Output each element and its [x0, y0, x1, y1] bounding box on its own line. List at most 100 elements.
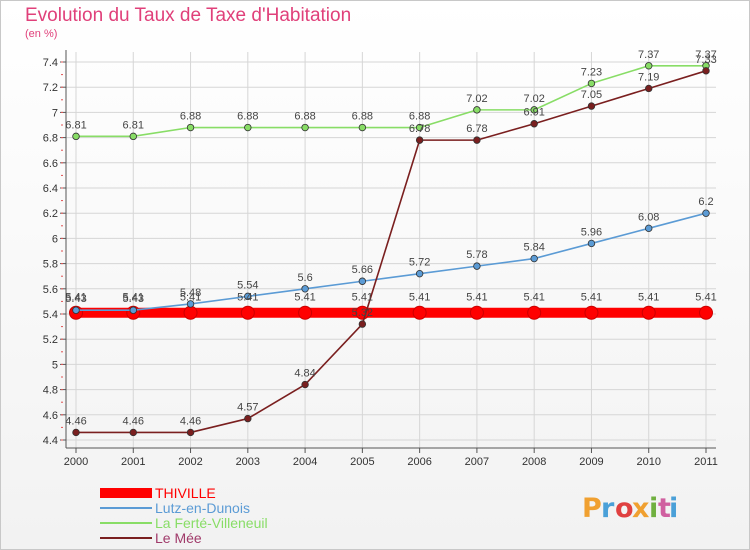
data-label-thiville: 5.41 [352, 292, 373, 304]
data-label-la-ferte-villeneuil: 7.02 [466, 93, 487, 105]
data-point-thiville [469, 305, 484, 320]
y-tick-label: 6.6 [43, 158, 58, 170]
data-label-lutz-en-dunois: 5.72 [409, 257, 430, 269]
chart-title: Evolution du Taux de Taxe d'Habitation [25, 5, 352, 26]
data-label-lutz-en-dunois: 5.6 [297, 272, 312, 284]
data-point-la-ferte-villeneuil [587, 79, 596, 88]
data-label-lutz-en-dunois: 5.54 [237, 279, 258, 291]
data-point-la-ferte-villeneuil [301, 123, 309, 132]
y-axis-unit: (en %) [25, 28, 58, 40]
data-label-lutz-en-dunois: 5.43 [65, 293, 86, 305]
data-label-le-mee: 5.32 [352, 307, 373, 319]
y-tick-label: 4.6 [43, 410, 58, 422]
brand-letter: o [615, 493, 634, 524]
data-label-la-ferte-villeneuil: 7.37 [638, 49, 659, 61]
data-label-thiville: 5.41 [523, 292, 544, 304]
data-point-thiville [412, 305, 427, 320]
data-point-thiville [584, 305, 599, 320]
data-point-thiville [699, 305, 713, 320]
y-tick-label: 7.4 [43, 57, 58, 69]
brand-letter: i [669, 493, 678, 524]
data-label-la-ferte-villeneuil: 6.88 [237, 111, 258, 123]
data-point-thiville [240, 305, 255, 320]
data-label-la-ferte-villeneuil: 6.88 [294, 111, 315, 123]
x-tick-label: 2000 [64, 456, 88, 468]
data-point-lutz-en-dunois [530, 254, 538, 263]
x-tick-label: 2002 [178, 456, 202, 468]
legend-label-lutz-en-dunois: Lutz-en-Dunois [155, 500, 250, 516]
data-point-la-ferte-villeneuil [358, 123, 367, 132]
y-tick-label: 7.2 [43, 82, 58, 94]
brand-letter: P [582, 493, 602, 524]
data-label-la-ferte-villeneuil: 6.88 [352, 111, 373, 123]
legend-label-le-mee: Le Mée [155, 530, 202, 546]
y-tick-label: 6.8 [43, 133, 58, 145]
data-label-le-mee: 4.46 [123, 415, 144, 427]
x-tick-label: 2010 [636, 456, 660, 468]
data-point-lutz-en-dunois [129, 306, 137, 314]
y-tick-label: 6.4 [43, 183, 58, 195]
y-tick-label: 4.4 [43, 435, 58, 447]
data-label-thiville: 5.41 [695, 292, 716, 304]
axes: 4.4 4.6 4.8 5 5.2 5.4 5.6 5.8 6 6.2 6.4 6.6 6.8 7 7.2 7… [43, 50, 718, 468]
data-point-lutz-en-dunois [186, 300, 195, 308]
data-label-thiville: 5.41 [638, 292, 659, 304]
data-label-lutz-en-dunois: 5.43 [123, 293, 144, 305]
data-label-lutz-en-dunois: 5.96 [581, 226, 602, 238]
y-tick-label: 6 [52, 233, 58, 245]
data-point-lutz-en-dunois [72, 306, 80, 314]
data-point-le-mee [702, 67, 710, 75]
data-point-le-mee [72, 428, 80, 437]
data-point-le-mee [301, 380, 309, 389]
x-tick-label: 2005 [350, 456, 374, 468]
legend-swatch-thiville [100, 488, 152, 498]
data-point-lutz-en-dunois [358, 277, 367, 285]
data-label-thiville: 5.41 [180, 292, 201, 304]
data-point-la-ferte-villeneuil [473, 106, 481, 114]
data-label-le-mee: 4.57 [237, 402, 258, 414]
data-point-lutz-en-dunois [702, 209, 710, 217]
x-tick-label: 2008 [522, 456, 546, 468]
data-label-thiville: 5.41 [409, 292, 430, 304]
data-point-le-mee [645, 84, 653, 93]
brand-letter: x [632, 493, 649, 524]
series-lines [69, 62, 713, 437]
data-label-la-ferte-villeneuil: 7.37 [695, 49, 716, 61]
brand-letter: i [649, 493, 658, 524]
data-label-thiville: 5.41 [466, 292, 487, 304]
x-tick-label: 2001 [121, 456, 145, 468]
data-label-le-mee: 7.19 [638, 71, 659, 83]
data-point-lutz-en-dunois [587, 239, 596, 248]
grid [66, 52, 716, 448]
data-point-le-mee [415, 136, 424, 144]
data-label-le-mee: 7.05 [581, 89, 602, 101]
data-point-thiville [298, 305, 313, 320]
data-point-la-ferte-villeneuil [186, 123, 195, 132]
data-label-lutz-en-dunois: 6.2 [698, 196, 713, 208]
x-tick-label: 2011 [694, 456, 718, 468]
data-label-thiville: 5.41 [581, 292, 602, 304]
data-point-lutz-en-dunois [473, 262, 481, 270]
series-line-le-mee [75, 70, 707, 434]
data-point-le-mee [244, 414, 252, 423]
data-label-lutz-en-dunois: 5.78 [466, 249, 487, 261]
brand-letter: t [658, 493, 671, 524]
x-tick-label: 2007 [465, 456, 489, 468]
data-label-le-mee: 6.78 [466, 123, 487, 135]
data-point-lutz-en-dunois [244, 292, 252, 301]
y-tick-label: 4.8 [43, 385, 58, 397]
data-label-le-mee: 4.84 [294, 368, 315, 380]
legend-label-thiville: THIVILLE [155, 485, 216, 501]
data-label-thiville: 5.41 [294, 292, 315, 304]
data-point-le-mee [129, 428, 137, 437]
data-point-la-ferte-villeneuil [530, 106, 538, 114]
data-label-le-mee: 6.78 [409, 123, 430, 135]
data-label-le-mee: 7.33 [695, 54, 716, 66]
x-tick-label: 2006 [407, 456, 431, 468]
data-point-la-ferte-villeneuil [129, 132, 137, 141]
brand-letter: r [601, 493, 615, 524]
data-point-le-mee [473, 136, 481, 144]
data-point-la-ferte-villeneuil [645, 62, 653, 70]
